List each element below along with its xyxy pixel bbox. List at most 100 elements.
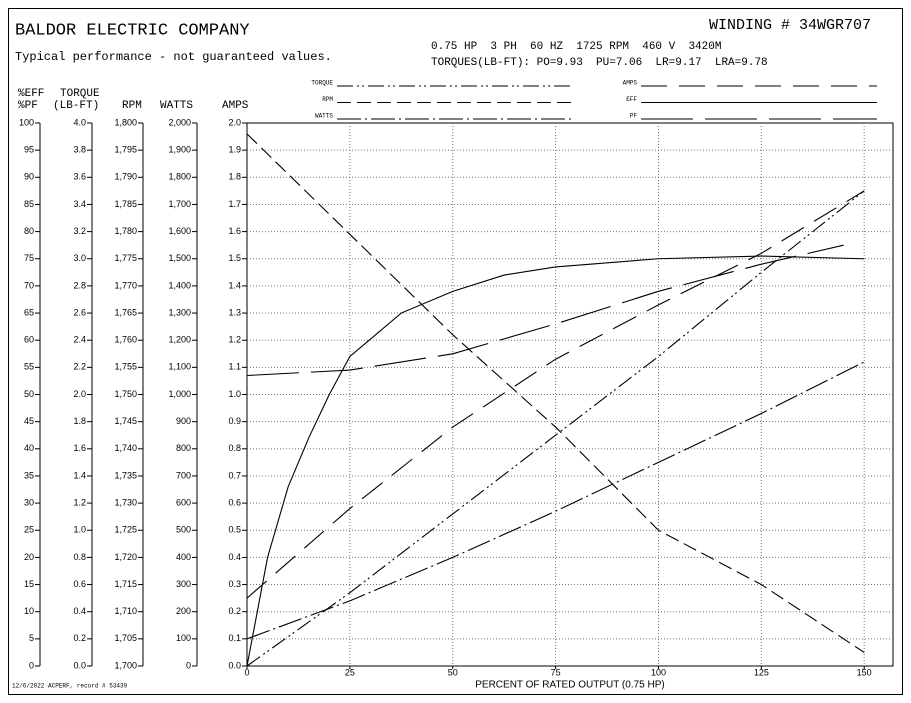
y-tick-label: 4.0 — [73, 117, 86, 127]
y-tick-label: 85 — [24, 199, 34, 209]
footer: 12/6/2022 ACPERF, record # 53439 — [12, 683, 128, 690]
y-tick-label: 1,725 — [114, 525, 137, 535]
series-line — [246, 190, 865, 599]
y-tick-label: 300 — [176, 579, 191, 589]
y-tick-label: 1.1 — [228, 362, 241, 372]
y-tick-label: 1,785 — [114, 199, 137, 209]
y-tick-label: 75 — [24, 253, 34, 263]
y-tick-label: 1,745 — [114, 416, 137, 426]
y-tick-label: 1.4 — [228, 280, 241, 290]
y-tick-label: 1,760 — [114, 335, 137, 345]
y-tick-label: 1,770 — [114, 280, 137, 290]
y-tick-label: 0.2 — [73, 633, 86, 643]
y-tick-label: 1.2 — [228, 335, 241, 345]
y-tick-label: 0.5 — [228, 525, 241, 535]
y-tick-label: 1,900 — [168, 145, 191, 155]
x-tick-label: 25 — [345, 667, 355, 677]
y-tick-label: 1.0 — [228, 389, 241, 399]
y-tick-label: 700 — [176, 470, 191, 480]
y-tick-label: 2.2 — [73, 362, 86, 372]
y-tick-label: 1,700 — [168, 199, 191, 209]
y-tick-label: 1.6 — [73, 443, 86, 453]
y-tick-label: 1.5 — [228, 253, 241, 263]
y-tick-label: 1.8 — [73, 416, 86, 426]
y-tick-label: 1,800 — [114, 117, 137, 127]
y-tick-label: 1,720 — [114, 552, 137, 562]
y-tick-label: 80 — [24, 226, 34, 236]
y-tick-label: 1,710 — [114, 606, 137, 616]
axis-title: %PF — [18, 100, 38, 112]
y-tick-label: 1.4 — [73, 470, 86, 480]
y-tick-label: 1,780 — [114, 226, 137, 236]
x-tick-label: 75 — [551, 667, 561, 677]
y-tick-label: 5 — [29, 633, 34, 643]
y-tick-label: 25 — [24, 525, 34, 535]
y-tick-label: 10 — [24, 606, 34, 616]
y-tick-label: 1,100 — [168, 362, 191, 372]
series-line — [246, 361, 865, 640]
winding: WINDING # 34WGR707 — [709, 17, 871, 34]
y-tick-label: 800 — [176, 443, 191, 453]
y-tick-label: 90 — [24, 172, 34, 182]
y-tick-label: 95 — [24, 145, 34, 155]
y-tick-label: 0.6 — [228, 497, 241, 507]
y-tick-label: 0.6 — [73, 579, 86, 589]
specs: 0.75 HP 3 PH 60 HZ 1725 RPM 460 V 3420M — [431, 41, 721, 53]
y-tick-label: 1,705 — [114, 633, 137, 643]
y-tick-label: 35 — [24, 470, 34, 480]
y-tick-label: 55 — [24, 362, 34, 372]
y-tick-label: 2.0 — [73, 389, 86, 399]
y-tick-label: 1,000 — [168, 389, 191, 399]
y-tick-label: 600 — [176, 497, 191, 507]
legend-label: PF — [630, 113, 638, 120]
axis-title: WATTS — [160, 100, 193, 112]
y-tick-label: 2.6 — [73, 307, 86, 317]
legend-label: EFF — [626, 96, 637, 103]
y-tick-label: 1,795 — [114, 145, 137, 155]
y-tick-label: 1,755 — [114, 362, 137, 372]
y-tick-label: 1,730 — [114, 497, 137, 507]
y-tick-label: 2.8 — [73, 280, 86, 290]
series-line — [246, 190, 865, 667]
axis-title: (LB-FT) — [53, 100, 99, 112]
legend-label: WATTS — [315, 113, 333, 120]
x-axis-title: PERCENT OF RATED OUTPUT (0.75 HP) — [475, 680, 664, 691]
y-tick-label: 50 — [24, 389, 34, 399]
y-tick-label: 1,200 — [168, 335, 191, 345]
series-line — [246, 244, 844, 377]
y-tick-label: 1.3 — [228, 307, 241, 317]
y-tick-label: 100 — [176, 633, 191, 643]
y-tick-label: 1,400 — [168, 280, 191, 290]
y-tick-label: 1,700 — [114, 660, 137, 670]
x-tick-label: 100 — [651, 667, 666, 677]
y-tick-label: 3.8 — [73, 145, 86, 155]
y-tick-label: 0.4 — [228, 552, 241, 562]
y-tick-label: 3.4 — [73, 199, 86, 209]
frame — [8, 8, 903, 695]
y-tick-label: 1,500 — [168, 253, 191, 263]
y-tick-label: 500 — [176, 525, 191, 535]
y-tick-label: 1,300 — [168, 307, 191, 317]
y-tick-label: 2.0 — [228, 117, 241, 127]
y-tick-label: 65 — [24, 307, 34, 317]
y-tick-label: 0.0 — [228, 660, 241, 670]
y-tick-label: 1,715 — [114, 579, 137, 589]
y-tick-label: 15 — [24, 579, 34, 589]
y-tick-label: 1.0 — [73, 525, 86, 535]
y-tick-label: 0.8 — [228, 443, 241, 453]
legend-label: TORQUE — [311, 80, 333, 87]
y-tick-label: 30 — [24, 497, 34, 507]
y-tick-label: 40 — [24, 443, 34, 453]
y-tick-label: 400 — [176, 552, 191, 562]
chart-title: BALDOR ELECTRIC COMPANY — [15, 21, 250, 40]
y-tick-label: 1,735 — [114, 470, 137, 480]
torques: TORQUES(LB-FT): PO=9.93 PU=7.06 LR=9.17 … — [431, 57, 768, 69]
x-tick-label: 50 — [448, 667, 458, 677]
y-tick-label: 1,790 — [114, 172, 137, 182]
y-tick-label: 1,750 — [114, 389, 137, 399]
y-tick-label: 1,600 — [168, 226, 191, 236]
y-tick-label: 1,765 — [114, 307, 137, 317]
y-tick-label: 0.9 — [228, 416, 241, 426]
